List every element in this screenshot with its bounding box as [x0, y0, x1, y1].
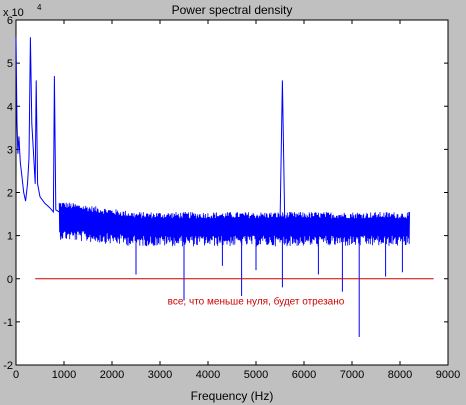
x-tick-label: 6000: [292, 369, 316, 381]
y-tick-label: 3: [7, 144, 13, 156]
y-tick-label: 2: [7, 188, 13, 200]
x-tick-label: 4000: [196, 369, 220, 381]
x-tick-label: 8000: [388, 369, 412, 381]
plot-area: [15, 19, 449, 366]
x-tick-label: 7000: [340, 369, 364, 381]
axis-ticks: 0 1000 2000 3000 4000 5000 6000 7000 8000 9000 -2 -…: [3, 15, 460, 381]
series-line: [15, 37, 410, 228]
chart-title: Power spectral density: [172, 3, 293, 17]
y-tick-label: 1: [7, 231, 13, 243]
noise-band: [58, 202, 410, 247]
x-tick-label: 1000: [52, 369, 76, 381]
y-exponent-base: x 10: [3, 7, 24, 19]
x-tick-label: 2000: [100, 369, 124, 381]
x-tick-label: 5000: [244, 369, 268, 381]
annotation-text: все, что меньше нуля, будет отрезано: [168, 296, 345, 308]
y-tick-label: 6: [7, 15, 13, 27]
y-tick-label: 4: [7, 101, 13, 113]
y-tick-label: -1: [3, 317, 13, 329]
series-layer: [15, 37, 410, 337]
y-tick-label: 0: [7, 274, 13, 286]
x-tick-label: 9000: [436, 369, 460, 381]
y-exponent-power: 4: [37, 3, 42, 12]
y-tick-label: 5: [7, 58, 13, 70]
x-axis-label: Frequency (Hz): [191, 389, 274, 403]
y-tick-label: -2: [3, 360, 13, 372]
x-tick-label: 3000: [148, 369, 172, 381]
x-tick-label: 0: [13, 369, 19, 381]
